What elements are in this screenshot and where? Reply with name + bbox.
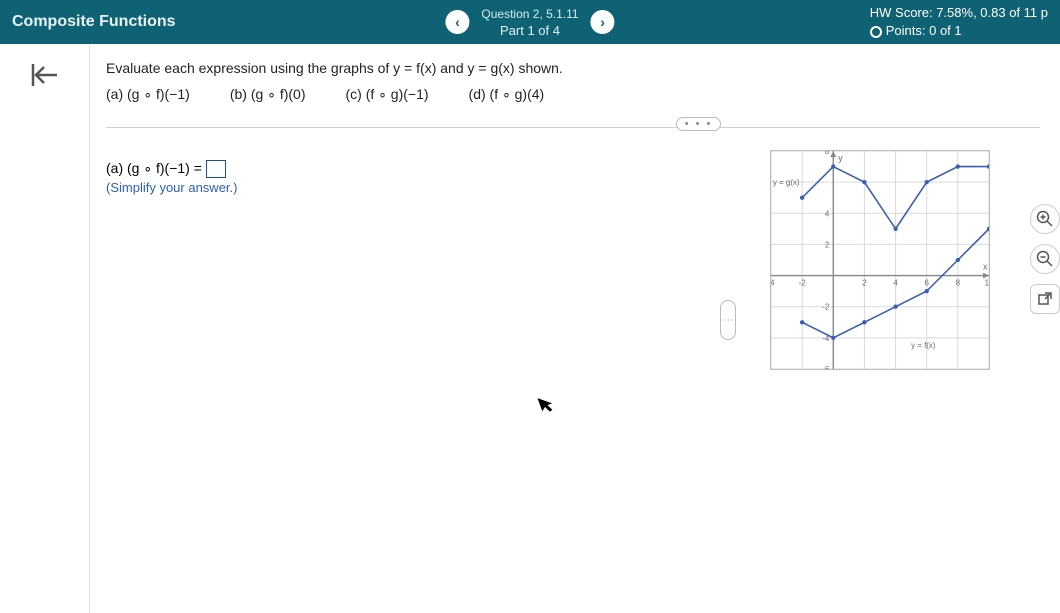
panel-drag-handle[interactable]: ⋮ <box>720 300 736 340</box>
svg-text:10: 10 <box>985 278 989 287</box>
part-d-label: (d) (f ∘ g)(4) <box>469 86 545 103</box>
svg-text:-2: -2 <box>799 278 806 287</box>
svg-text:2: 2 <box>825 240 829 249</box>
parts-row: (a) (g ∘ f)(−1) (b) (g ∘ f)(0) (c) (f ∘ … <box>106 86 1040 103</box>
mouse-cursor-icon <box>536 392 560 421</box>
svg-text:4: 4 <box>825 209 830 218</box>
section-divider: • • • <box>106 127 1040 128</box>
part-b-label: (b) (g ∘ f)(0) <box>230 86 306 103</box>
svg-text:4: 4 <box>893 278 898 287</box>
svg-text:y: y <box>838 153 843 163</box>
zoom-in-icon[interactable] <box>1030 204 1060 234</box>
svg-text:8: 8 <box>825 151 830 156</box>
popout-icon[interactable] <box>1030 284 1060 314</box>
answer-prompt: (a) (g ∘ f)(−1) = <box>106 160 206 176</box>
content-area: Evaluate each expression using the graph… <box>90 44 1060 613</box>
points-line: Points: 0 of 1 <box>886 23 962 38</box>
score-box: HW Score: 7.58%, 0.83 of 11 p Points: 0 … <box>870 4 1048 40</box>
expand-bubble[interactable]: • • • <box>676 117 722 131</box>
instruction-text: Evaluate each expression using the graph… <box>106 60 1040 76</box>
answer-input[interactable] <box>206 160 226 178</box>
svg-text:y = f(x): y = f(x) <box>911 341 936 350</box>
svg-text:6: 6 <box>925 278 930 287</box>
tool-column <box>1030 204 1060 314</box>
graph-svg: -4-2246810-6-4-2248xyy = g(x)y = f(x) <box>771 151 989 369</box>
svg-text:2: 2 <box>862 278 866 287</box>
svg-text:y = g(x): y = g(x) <box>773 178 800 187</box>
zoom-out-icon[interactable] <box>1030 244 1060 274</box>
part-c-label: (c) (f ∘ g)(−1) <box>346 86 429 103</box>
top-bar: Composite Functions ‹ Question 2, 5.1.11… <box>0 0 1060 44</box>
svg-text:8: 8 <box>956 278 961 287</box>
back-icon[interactable] <box>30 62 60 95</box>
prev-button[interactable]: ‹ <box>445 10 469 34</box>
svg-text:-2: -2 <box>822 303 829 312</box>
graph-box: -4-2246810-6-4-2248xyy = g(x)y = f(x) <box>770 150 990 370</box>
graph-panel: ⋮ -4-2246810-6-4-2248xyy = g(x)y = f(x) <box>740 140 1040 370</box>
svg-text:-4: -4 <box>771 278 775 287</box>
svg-text:x: x <box>983 262 988 272</box>
left-rail <box>0 44 90 613</box>
answer-hint: (Simplify your answer.) <box>106 180 730 195</box>
hw-score: HW Score: 7.58%, 0.83 of 11 p <box>870 4 1048 22</box>
next-button[interactable]: › <box>591 10 615 34</box>
section-title: Composite Functions <box>12 13 176 31</box>
part-a-label: (a) (g ∘ f)(−1) <box>106 86 190 103</box>
nav-group: ‹ Question 2, 5.1.11 Part 1 of 4 › <box>445 7 614 38</box>
points-icon <box>870 26 882 38</box>
part-indicator: Part 1 of 4 <box>481 23 578 38</box>
question-number: Question 2, 5.1.11 <box>481 7 578 21</box>
svg-text:-6: -6 <box>822 365 830 369</box>
answer-panel: (a) (g ∘ f)(−1) = (Simplify your answer.… <box>106 140 730 370</box>
